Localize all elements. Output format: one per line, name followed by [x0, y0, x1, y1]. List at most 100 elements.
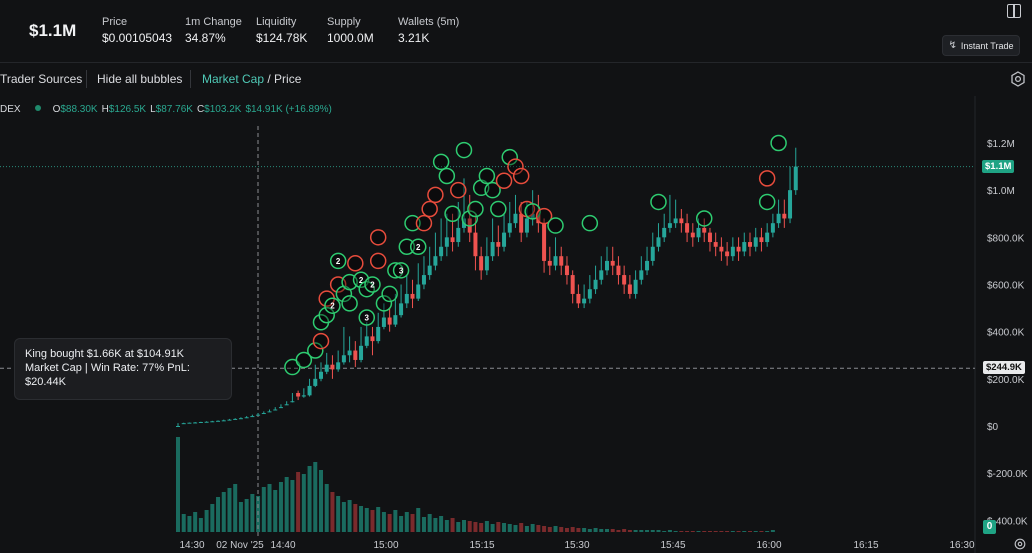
candle-body [530, 213, 535, 219]
volume-bar [381, 512, 386, 532]
chart-toolbar: Trader Sources Hide all bubbles Market C… [0, 63, 1032, 93]
candle-body [324, 364, 329, 372]
candle-body [519, 213, 524, 233]
candle-body [181, 423, 186, 425]
trade-bubble [450, 181, 467, 199]
candle-body [679, 218, 684, 224]
candle-body [502, 232, 507, 247]
candle-body [198, 421, 203, 423]
stat-wallets: Wallets (5m) 3.21K [398, 16, 459, 45]
volume-bar [667, 530, 672, 532]
candle-body [244, 417, 249, 419]
trade-bubble-count: 3 [365, 314, 370, 323]
trade-bubble [432, 153, 450, 171]
candle-body [582, 298, 587, 304]
candle-body [250, 416, 255, 418]
volume-bar [542, 526, 547, 532]
volume-bar [770, 530, 775, 532]
candle-body [221, 420, 226, 422]
market-cap-option[interactable]: Market Cap [202, 72, 265, 86]
ohlc-legend: DEX O$88.30K H$126.5K L$87.76K C$103.2K $14.9… [0, 104, 336, 115]
volume-bar [313, 462, 318, 532]
stat-label: Liquidity [256, 16, 297, 28]
volume-bar [181, 514, 186, 532]
candle-body [353, 350, 358, 360]
hide-bubbles-button[interactable]: Hide all bubbles [97, 72, 183, 86]
candle-body [370, 336, 375, 342]
candle-body [776, 213, 781, 224]
volume-bar [450, 518, 455, 532]
volume-bar [524, 526, 529, 532]
volume-bar [622, 529, 627, 532]
trade-bubble [347, 255, 364, 272]
volume-bar [610, 529, 615, 532]
volume-bar [176, 437, 180, 532]
price-option[interactable]: Price [274, 72, 302, 86]
tooltip-line: $20.44K [25, 376, 66, 388]
y-axis-label: $-400.0K [987, 516, 1028, 527]
trade-bubble [341, 295, 358, 312]
candle-body [387, 317, 392, 325]
candle-body [319, 371, 323, 379]
volume-bar [479, 523, 484, 532]
candle-body [307, 385, 312, 396]
trade-bubble [501, 148, 519, 166]
candle-body [381, 317, 386, 327]
volume-bar [244, 499, 249, 532]
trader-sources-button[interactable]: Trader Sources [0, 72, 83, 86]
volume-bar [765, 531, 770, 532]
volume-bar [267, 484, 272, 532]
trade-bubble [455, 141, 473, 159]
candle-body [788, 190, 793, 219]
trade-bubble [547, 217, 564, 234]
market-cap-value: $1.1M [29, 21, 77, 40]
panel-toggle-icon[interactable] [1007, 4, 1021, 18]
candle-body [610, 260, 615, 266]
volume-bar [187, 516, 192, 532]
candle-body [725, 251, 730, 257]
volume-bar [439, 516, 444, 532]
stat-label: 1m Change [185, 16, 242, 28]
market-cap-price-toggle[interactable]: Market Cap / Price [202, 72, 301, 86]
trade-bubble [392, 262, 410, 279]
y-axis-label: $1.0M [987, 186, 1015, 197]
trade-bubble [467, 200, 484, 218]
volume-bar [605, 529, 609, 532]
volume-bar [307, 466, 312, 532]
candle-body [730, 246, 735, 257]
volume-bar [410, 514, 415, 532]
volume-bar [421, 517, 426, 532]
low-label: L [150, 104, 156, 115]
trade-bubble [404, 214, 421, 232]
volume-bar [301, 474, 306, 532]
trade-bubble [415, 214, 433, 232]
close-value: $103.2K [204, 104, 242, 115]
candle-body [233, 418, 238, 420]
chart-settings-icon[interactable] [1013, 537, 1027, 551]
candle-body [536, 213, 541, 224]
candle-body [748, 242, 752, 247]
candle-body [770, 223, 775, 233]
candle-body [633, 279, 638, 294]
y-axis-label: $400.0K [987, 328, 1025, 339]
settings-icon[interactable] [1010, 71, 1026, 87]
candle-body [336, 362, 341, 370]
volume-bar [387, 514, 392, 532]
trade-bubble [381, 285, 398, 303]
volume-bar [593, 528, 598, 532]
trade-bubble [484, 181, 501, 199]
instant-trade-button[interactable]: ↯ Instant Trade [942, 35, 1020, 56]
candle-body [433, 256, 438, 266]
volume-bar [330, 492, 335, 532]
volume-bar [444, 520, 449, 532]
volume-bar [193, 512, 198, 532]
symbol-label: DEX [0, 104, 21, 115]
volume-bar [650, 530, 655, 532]
trade-bubble [369, 229, 387, 246]
tooltip-line: King bought $1.66K at $104.91K [25, 348, 185, 360]
price-chart[interactable]: $1.2M $1.0M $800.0K $600.0K $400.0K $200.0K $0… [0, 96, 1032, 553]
candle-body [473, 232, 478, 257]
candle-body [559, 256, 564, 266]
candle-body [330, 364, 335, 370]
trade-bubble [427, 186, 444, 204]
